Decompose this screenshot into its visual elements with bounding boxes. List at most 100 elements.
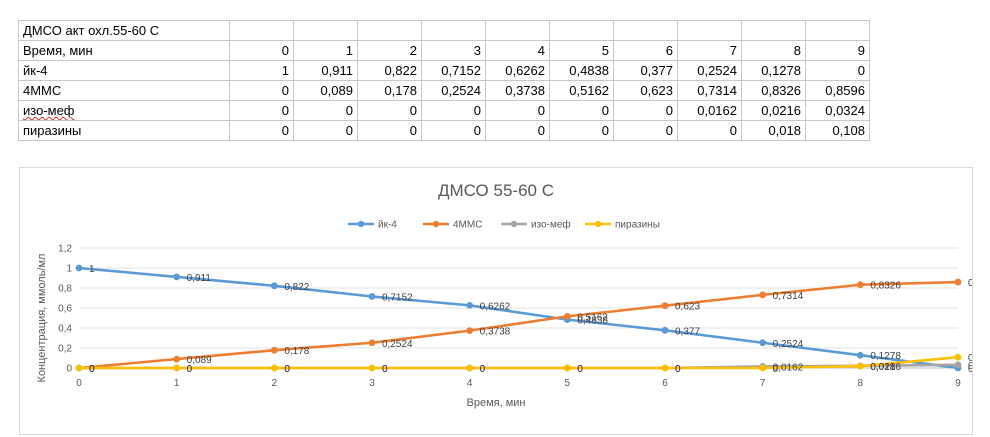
table-cell[interactable]: 0,4838 [549, 60, 614, 81]
table-cell[interactable]: 5 [549, 40, 614, 61]
row-label[interactable]: йк-4 [18, 60, 230, 81]
data-point[interactable] [954, 278, 962, 286]
data-point[interactable] [856, 281, 864, 289]
table-cell[interactable]: 0,6262 [485, 60, 550, 81]
gridlines [79, 247, 958, 369]
table-cell[interactable]: 0 [421, 120, 486, 141]
table-cell[interactable]: 1 [229, 60, 294, 81]
data-label: 0,8596 [968, 278, 972, 289]
table-cell[interactable]: 0,108 [805, 120, 870, 141]
data-point[interactable] [368, 339, 376, 347]
data-point[interactable] [954, 361, 962, 369]
table-cell[interactable]: 0,0216 [741, 100, 806, 121]
data-point[interactable] [563, 364, 571, 372]
data-point[interactable] [173, 355, 181, 363]
table-cell[interactable]: 6 [613, 40, 678, 61]
data-label: 0 [89, 364, 95, 375]
table-cell[interactable]: 9 [805, 40, 870, 61]
table-cell[interactable]: 0,0324 [805, 100, 870, 121]
table-cell[interactable]: 0,822 [357, 60, 422, 81]
table-cell[interactable]: 0 [229, 100, 294, 121]
table-cell[interactable]: 0 [485, 100, 550, 121]
table-cell[interactable]: 1 [293, 40, 358, 61]
table-cell[interactable]: 0 [613, 120, 678, 141]
data-point[interactable] [75, 364, 83, 372]
data-point[interactable] [270, 282, 278, 290]
row-label[interactable]: изо-меф [18, 100, 230, 121]
table-title[interactable]: ДМСО акт охл.55-60 С [18, 20, 230, 41]
data-point[interactable] [270, 346, 278, 354]
row-label[interactable]: Время, мин [18, 40, 230, 61]
data-point[interactable] [368, 364, 376, 372]
data-point[interactable] [759, 339, 767, 347]
y-tick-label: 0,4 [58, 324, 72, 335]
data-point[interactable] [563, 312, 571, 320]
row-label[interactable]: пиразины [18, 120, 230, 141]
data-point[interactable] [661, 326, 669, 334]
table-cell[interactable]: 0,2524 [677, 60, 742, 81]
data-point[interactable] [75, 264, 83, 272]
table-cell[interactable]: 3 [421, 40, 486, 61]
table-cell[interactable]: 0 [229, 120, 294, 141]
table-cell[interactable]: 0 [485, 120, 550, 141]
table-cell[interactable]: 0 [357, 120, 422, 141]
row-label[interactable]: 4ММС [18, 80, 230, 101]
legend-label[interactable]: 4ММС [453, 220, 482, 231]
data-point[interactable] [661, 302, 669, 310]
table-cell[interactable]: 2 [357, 40, 422, 61]
data-point[interactable] [270, 364, 278, 372]
x-axis-title: Время, мин [467, 397, 526, 409]
legend-label[interactable]: йк-4 [378, 220, 397, 231]
table-cell[interactable]: 0 [293, 120, 358, 141]
table-cell[interactable]: 4 [485, 40, 550, 61]
data-point[interactable] [856, 362, 864, 370]
table-title-row: ДМСО акт охл.55-60 С [18, 20, 870, 41]
data-point[interactable] [466, 327, 474, 335]
table-cell[interactable]: 0,2524 [421, 80, 486, 101]
legend-label[interactable]: изо-меф [531, 219, 571, 231]
table-cell[interactable]: 0,8596 [805, 80, 870, 101]
table-cell[interactable]: 0 [613, 100, 678, 121]
table-cell[interactable]: 0,7314 [677, 80, 742, 101]
table-cell[interactable]: 0 [677, 120, 742, 141]
series-line[interactable] [78, 266, 959, 370]
data-label: 0,1278 [870, 351, 901, 362]
table-cell[interactable]: 0,018 [741, 120, 806, 141]
table-cell[interactable]: 0,0162 [677, 100, 742, 121]
legend-label[interactable]: пиразины [615, 220, 660, 231]
data-point[interactable] [759, 291, 767, 299]
table-cell[interactable]: 0 [549, 100, 614, 121]
table-cell[interactable]: 0 [293, 100, 358, 121]
table-cell[interactable]: 0,623 [613, 80, 678, 101]
table-cell[interactable]: 0,1278 [741, 60, 806, 81]
series-line[interactable] [79, 355, 959, 370]
data-label: 0 [284, 364, 290, 375]
table-cell[interactable]: 0,7152 [421, 60, 486, 81]
data-point[interactable] [368, 293, 376, 300]
table-cell[interactable]: 8 [741, 40, 806, 61]
series-line[interactable] [78, 280, 959, 370]
table-cell[interactable]: 0 [229, 80, 294, 101]
table-cell[interactable]: 0 [549, 120, 614, 141]
table-cell[interactable]: 0,5162 [549, 80, 614, 101]
table-cell[interactable]: 0 [357, 100, 422, 121]
data-point[interactable] [173, 273, 181, 281]
data-point[interactable] [466, 301, 474, 309]
data-point[interactable] [466, 364, 474, 372]
table-cell[interactable]: 0,8326 [741, 80, 806, 101]
table-cell[interactable]: 0,911 [293, 60, 358, 81]
table-cell[interactable]: 0,377 [613, 60, 678, 81]
table-cell[interactable]: 7 [677, 40, 742, 61]
table-cell[interactable]: 0,178 [357, 80, 422, 101]
table-cell[interactable]: 0 [229, 40, 294, 61]
data-point[interactable] [759, 364, 767, 372]
table-cell[interactable]: 0 [805, 60, 870, 81]
table-cell[interactable]: 0,089 [293, 80, 358, 101]
data-point[interactable] [954, 353, 962, 361]
table-cell[interactable]: 0,3738 [485, 80, 550, 101]
data-point[interactable] [856, 351, 864, 359]
data-point[interactable] [661, 364, 669, 372]
data-point[interactable] [173, 364, 181, 372]
table-cell[interactable]: 0 [421, 100, 486, 121]
